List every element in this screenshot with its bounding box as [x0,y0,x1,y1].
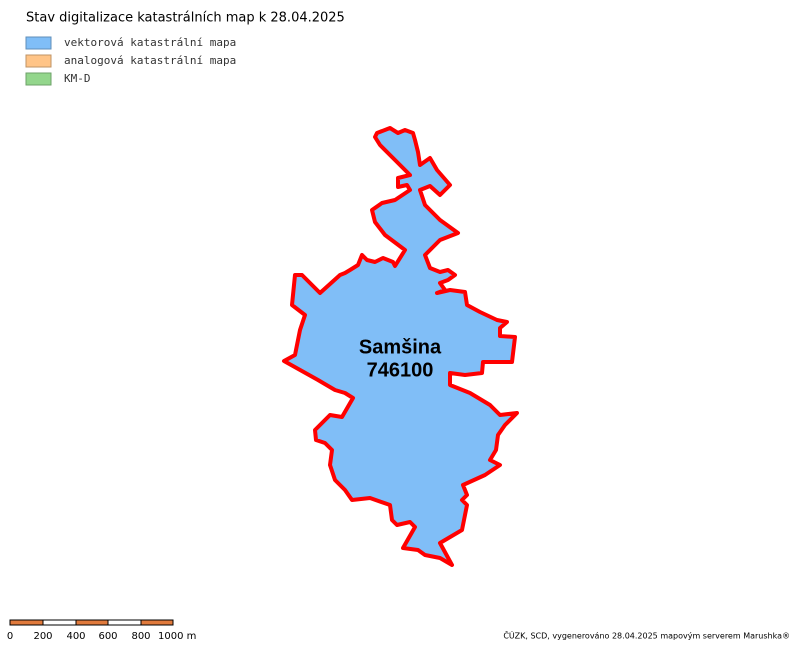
scale-label: 800 [131,631,150,642]
scale-segment [9,619,44,626]
area-code: 746100 [367,359,434,381]
scale-label: 400 [66,631,85,642]
legend-swatch [25,72,52,86]
area-name: Samšina [359,336,442,358]
scale-label: 0 [7,631,13,642]
scale-segment [75,619,109,626]
scale-label: 200 [33,631,52,642]
map-title: Stav digitalizace katastrálních map k 28… [26,11,345,26]
legend-swatch [25,36,52,50]
scale-segment [107,619,142,626]
cadastral-area [282,126,519,567]
scale-segment [140,619,174,626]
scale-label: 600 [98,631,117,642]
scale-bar [9,619,174,626]
legend-label: KM-D [64,72,91,85]
legend-label: analogová katastrální mapa [64,54,236,67]
credit: ČÚZK, SCD, vygenerováno 28.04.2025 mapov… [503,630,790,641]
scale-label: 1000 m [158,631,196,642]
scale-segment [42,619,77,626]
legend-swatch [25,54,52,68]
legend-label: vektorová katastrální mapa [64,36,236,49]
scale-labels: 0 200 400 600 800 1000 m [7,631,197,642]
legend: vektorová katastrální mapa analogová kata… [25,36,236,86]
